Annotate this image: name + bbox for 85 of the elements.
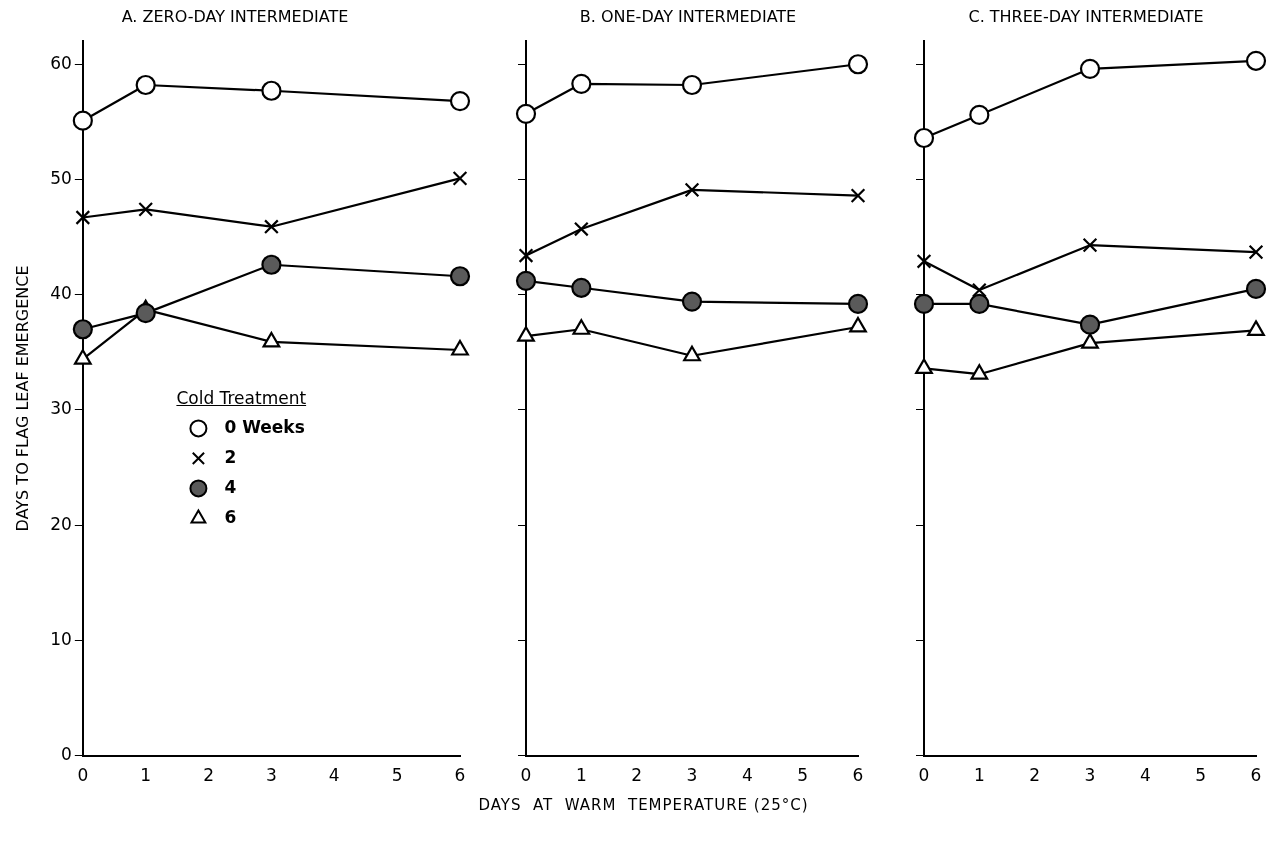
y-axis-title: DAYS TO FLAG LEAF EMERGENCE [12, 265, 32, 532]
point [913, 127, 935, 149]
x-tick-label: 6 [454, 765, 466, 786]
x-tick-label: 0 [918, 765, 930, 786]
point [971, 282, 987, 298]
chart-title: A. ZERO-DAY INTERMEDIATE [121, 6, 349, 26]
x-tick-label: 2 [1029, 765, 1041, 786]
point [915, 358, 933, 375]
point [452, 170, 468, 186]
point [681, 291, 703, 312]
chart-title: B. ONE-DAY INTERMEDIATE [579, 6, 797, 26]
point [449, 91, 471, 112]
point [1079, 314, 1101, 335]
legend-label: 0 Weeks [224, 416, 305, 437]
x-tick-label: 4 [1139, 765, 1151, 786]
point [73, 349, 92, 365]
point [916, 253, 932, 269]
point [969, 104, 990, 126]
point [1247, 320, 1265, 337]
x-tick-label: 2 [631, 765, 643, 786]
legend-label: 4 [224, 476, 237, 497]
y-tick-label: 20 [50, 513, 72, 534]
legend-title: Cold Treatment [176, 387, 307, 411]
x-tick-label: 5 [797, 765, 809, 786]
point [135, 74, 156, 96]
point [517, 326, 535, 342]
x-tick-label: 1 [973, 765, 985, 786]
point [571, 277, 592, 298]
point [684, 182, 700, 198]
legend-label: 2 [224, 446, 237, 467]
point [849, 316, 867, 333]
y-tick-label: 40 [50, 283, 72, 304]
x-axis-title: DAYS AT WARM TEMPERATURE (25°C) [477, 796, 810, 814]
x-tick-label: 3 [1084, 765, 1096, 786]
x-tick-label: 1 [140, 765, 152, 786]
x-tick-label: 6 [1250, 765, 1262, 786]
point [138, 201, 154, 217]
point [571, 73, 592, 94]
point [573, 221, 589, 237]
x-tick-label: 0 [520, 765, 532, 786]
point [683, 345, 701, 362]
point [681, 74, 703, 96]
x-tick-label: 5 [1195, 765, 1207, 786]
y-tick-label: 30 [50, 398, 72, 419]
point [969, 293, 990, 315]
x-tick-label: 4 [328, 765, 340, 786]
point [261, 254, 282, 275]
point [847, 54, 869, 75]
point [263, 219, 279, 235]
x-tick-label: 3 [686, 765, 698, 786]
point [261, 80, 282, 101]
x-tick-label: 4 [741, 765, 753, 786]
chart-title: C. THREE-DAY INTERMEDIATE [968, 6, 1204, 26]
y-tick-label: 60 [50, 52, 72, 73]
point [135, 303, 156, 324]
point [1081, 332, 1099, 349]
y-tick-label: 0 [61, 744, 72, 765]
point [72, 110, 93, 131]
point [449, 266, 471, 287]
point [1245, 278, 1267, 300]
y-tick-label: 10 [50, 628, 72, 649]
x-tick-label: 6 [852, 765, 864, 786]
point [75, 210, 91, 225]
point [518, 248, 534, 263]
point [913, 293, 935, 315]
point [572, 319, 591, 335]
point [970, 364, 989, 380]
point [72, 319, 93, 340]
y-tick-label: 50 [50, 167, 72, 188]
x-tick-label: 5 [391, 765, 403, 786]
x-tick-label: 2 [203, 765, 214, 786]
point [262, 331, 281, 348]
point [1248, 244, 1264, 260]
legend-label: 6 [224, 506, 237, 527]
point [847, 293, 869, 315]
x-tick-label: 3 [266, 765, 277, 786]
point [515, 270, 537, 291]
x-tick-label: 1 [575, 765, 587, 786]
point [515, 103, 537, 124]
point [850, 188, 866, 204]
point [1245, 50, 1267, 71]
x-tick-label: 0 [77, 765, 89, 786]
point [1082, 237, 1098, 253]
point [451, 339, 469, 356]
point [1079, 58, 1101, 79]
